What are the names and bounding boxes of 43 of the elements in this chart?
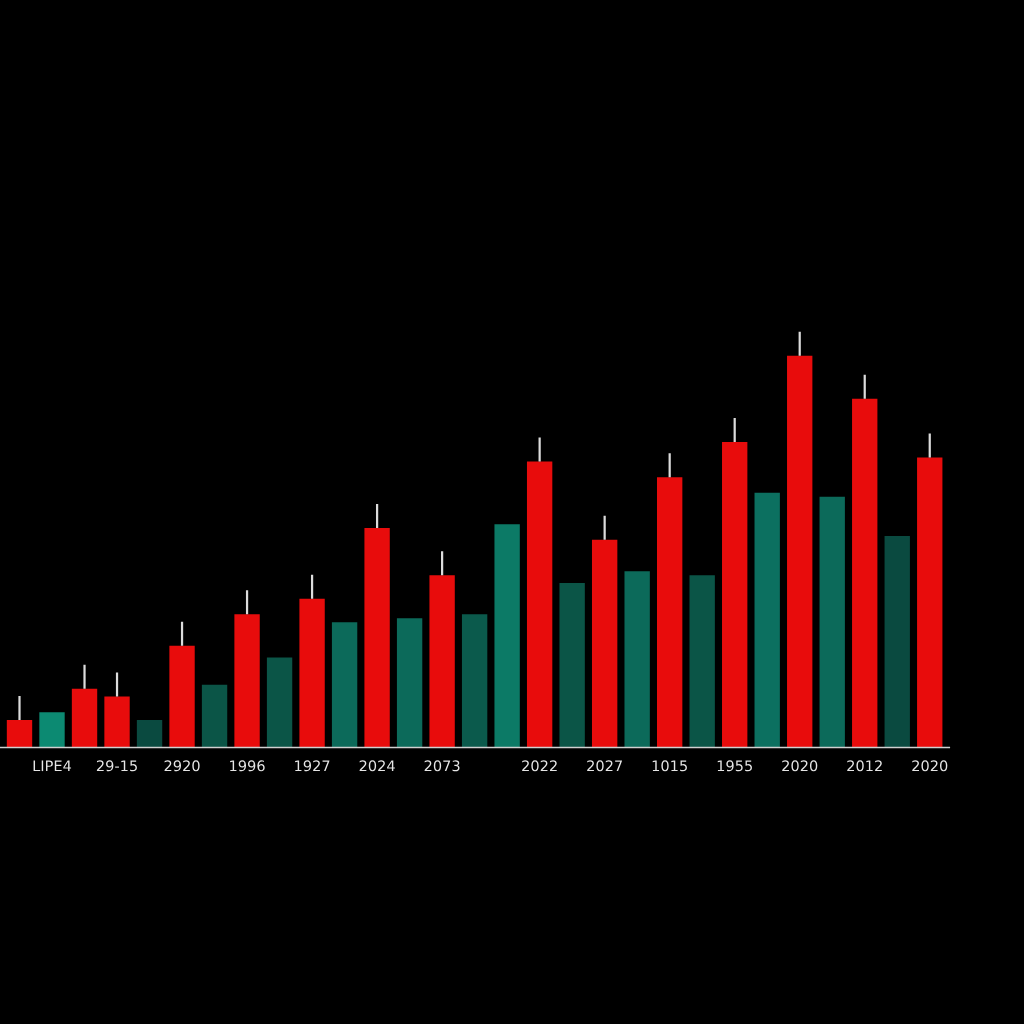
bar [689,575,715,748]
x-tick-label: 2022 [522,760,557,772]
bar [104,696,130,748]
x-tick-label: 1996 [230,760,265,772]
x-tick-label: 1015 [652,760,687,772]
bar [494,524,520,748]
x-tick-label: 2024 [359,760,395,772]
x-tick-label: 2920 [164,760,200,772]
x-tick-label: 1955 [717,760,752,772]
bar [722,441,748,748]
bar [429,575,455,748]
bar [234,614,260,748]
bar [299,598,325,748]
bar [39,712,65,748]
x-tick-label: 2027 [587,760,622,772]
bar [396,618,423,748]
bar [461,614,488,748]
bar [819,496,845,748]
bar [526,461,553,748]
bar [331,622,358,748]
x-tick-label: 2020 [912,760,948,772]
x-tick-label: 1927 [295,760,330,772]
bar [364,528,390,748]
bar [6,720,33,748]
bar [787,355,813,748]
bar [201,684,228,748]
bar [754,492,780,748]
x-tick-label: 2012 [847,760,882,772]
bar [71,688,98,748]
bar [657,477,683,748]
bar [169,645,195,748]
bar [591,539,618,748]
x-tick-label: 2020 [782,760,818,772]
bar [136,720,163,748]
x-tick-label: 29-15 [96,760,137,772]
bar [884,535,910,748]
bar [917,457,943,748]
bar [624,571,650,748]
bar [852,398,878,748]
bar [559,582,585,748]
x-tick-label: 2073 [424,760,460,772]
x-tick-label: LIPE4 [33,760,72,772]
bar [266,657,293,748]
